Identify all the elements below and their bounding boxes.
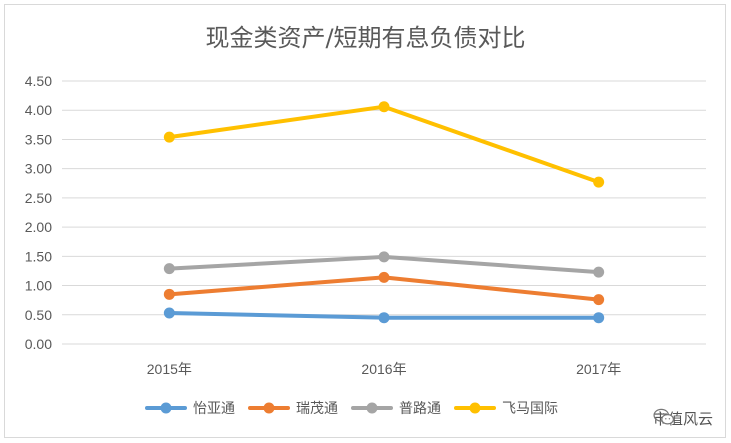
y-tick-label: 3.50 <box>25 131 52 147</box>
watermark: 市值风云 <box>653 408 713 429</box>
y-tick-label: 0.00 <box>25 336 52 352</box>
data-point <box>593 312 605 324</box>
data-point <box>378 312 390 324</box>
legend-marker <box>263 402 275 414</box>
legend-marker <box>366 402 378 414</box>
data-point <box>593 294 605 306</box>
series-line <box>167 104 601 185</box>
legend-label: 瑞茂通 <box>296 400 338 417</box>
data-point <box>378 251 390 263</box>
y-tick-label: 2.50 <box>25 190 52 206</box>
x-tick-label: 2017年 <box>576 361 621 377</box>
y-tick-label: 1.50 <box>25 248 52 264</box>
legend-marker <box>160 402 172 414</box>
data-point <box>378 101 390 113</box>
x-tick-label: 2015年 <box>147 361 192 377</box>
data-point <box>593 176 605 188</box>
y-tick-label: 4.00 <box>25 102 52 118</box>
legend-label: 怡亚通 <box>193 401 235 417</box>
data-point <box>163 263 175 275</box>
y-tick-label: 4.50 <box>25 73 52 89</box>
y-tick-label: 1.00 <box>25 278 52 294</box>
data-point <box>163 288 175 300</box>
data-point <box>593 266 605 278</box>
chart-title: 现金类资产/短期有息负债对比 <box>205 24 526 52</box>
data-point <box>163 131 175 143</box>
data-point <box>378 271 390 283</box>
wechat-icon <box>653 408 675 425</box>
legend-label: 飞马国际 <box>502 401 558 417</box>
legend-label: 普路通 <box>399 401 441 417</box>
chart-frame <box>4 4 726 438</box>
y-tick-label: 3.00 <box>25 161 52 177</box>
y-tick-label: 0.50 <box>25 307 52 323</box>
x-tick-label: 2016年 <box>361 361 406 377</box>
data-point <box>163 307 175 319</box>
y-tick-label: 2.00 <box>25 219 52 235</box>
legend-marker <box>469 402 481 414</box>
